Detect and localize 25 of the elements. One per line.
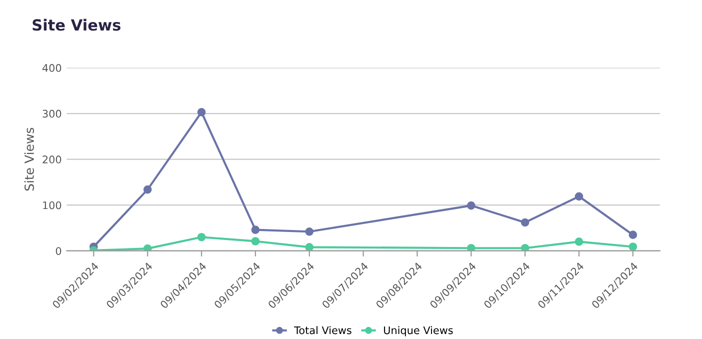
legend-label: Unique Views (384, 326, 453, 336)
point (466, 244, 476, 251)
point (251, 237, 260, 246)
chart-title: Site Views (32, 18, 120, 31)
point (574, 192, 584, 201)
point (466, 201, 476, 210)
point (520, 218, 530, 227)
point (574, 238, 584, 246)
point (628, 230, 638, 240)
y-tick-label: 200 (42, 156, 62, 164)
point (305, 227, 314, 236)
point (305, 243, 314, 251)
y-tick-label: 300 (42, 110, 62, 118)
point (628, 242, 638, 251)
point (143, 244, 152, 251)
point (143, 185, 152, 194)
y-tick-label: 100 (43, 201, 62, 210)
y-axis-title: Site Views (24, 128, 34, 191)
y-tick-label: 0 (56, 247, 62, 255)
point (251, 226, 260, 234)
point (197, 108, 206, 116)
y-tick-label: 400 (42, 64, 62, 72)
legend-label: Total Views (294, 326, 352, 334)
point (197, 232, 206, 242)
point (520, 244, 530, 251)
